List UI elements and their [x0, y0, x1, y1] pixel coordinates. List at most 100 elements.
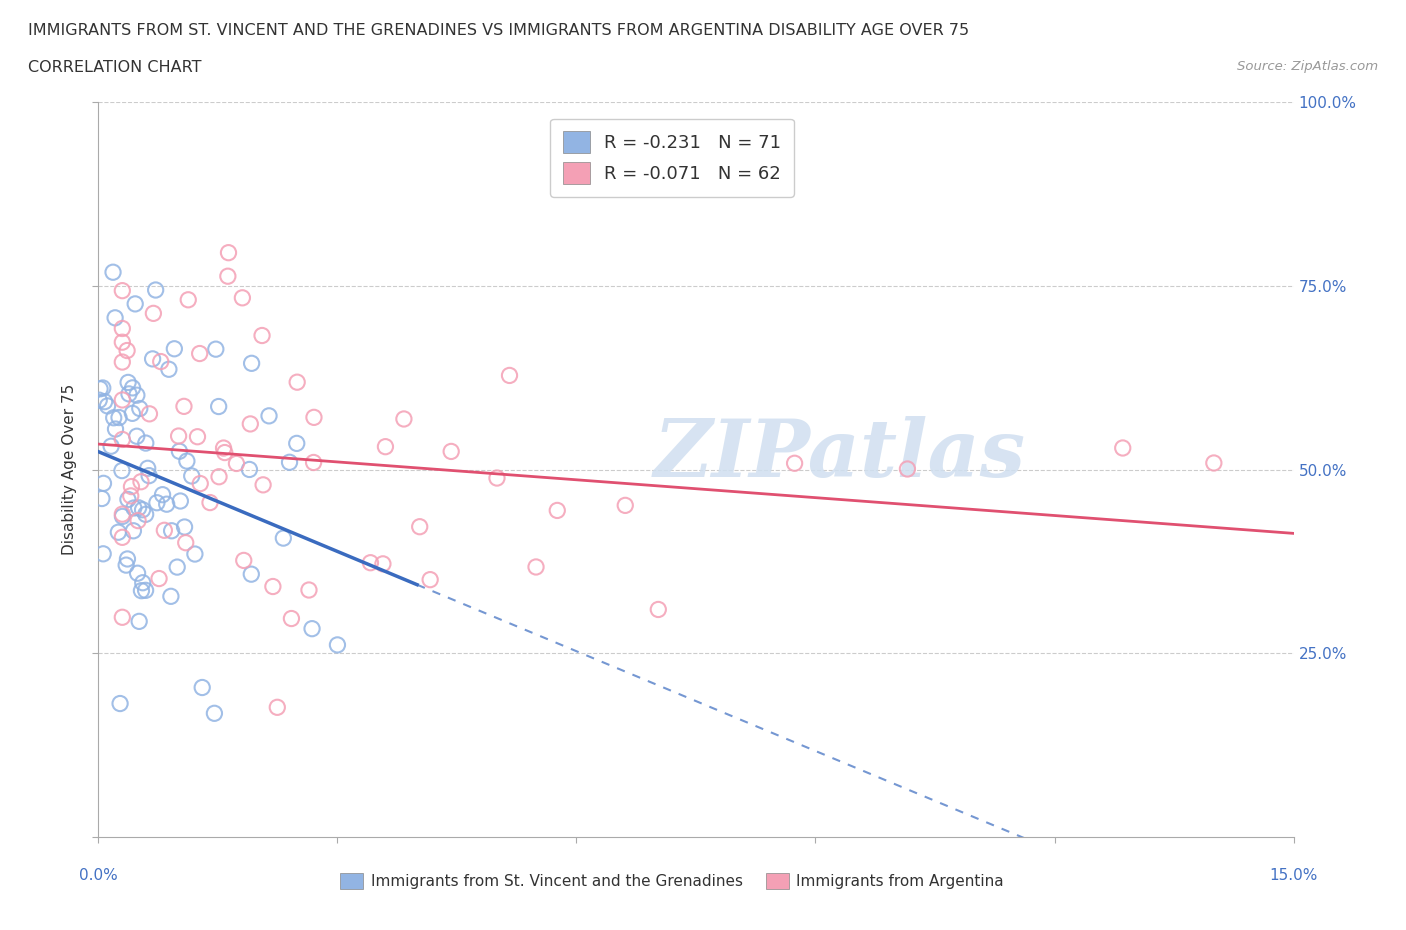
Point: [252, 477, 274, 492]
Point: [111, 321, 134, 336]
Point: [214, 445, 236, 460]
Point: [122, 524, 145, 538]
Point: [156, 497, 179, 512]
Point: [419, 572, 441, 587]
Point: [285, 436, 308, 451]
Point: [202, 706, 225, 721]
Point: [273, 531, 295, 546]
Point: [121, 380, 143, 395]
Point: [91, 546, 114, 561]
Point: [231, 290, 253, 305]
Point: [160, 524, 183, 538]
Point: [285, 375, 308, 390]
Point: [128, 500, 150, 515]
Point: [127, 513, 149, 528]
Point: [180, 469, 202, 484]
Point: [135, 583, 157, 598]
Point: [111, 507, 134, 522]
Point: [173, 520, 195, 535]
Point: [257, 408, 280, 423]
Point: [1112, 441, 1135, 456]
Point: [250, 328, 273, 343]
Point: [392, 412, 415, 427]
Point: [111, 432, 134, 447]
Point: [173, 399, 195, 414]
Point: [218, 246, 240, 260]
Point: [108, 696, 131, 711]
Text: 15.0%: 15.0%: [1270, 868, 1317, 883]
Point: [103, 410, 125, 425]
Point: [647, 602, 669, 617]
Text: ZIPatlas: ZIPatlas: [654, 417, 1025, 494]
Point: [104, 311, 127, 325]
Text: 0.0%: 0.0%: [79, 868, 118, 883]
Point: [896, 461, 918, 476]
Point: [359, 555, 381, 570]
Point: [152, 487, 174, 502]
Point: [485, 471, 508, 485]
Point: [91, 380, 114, 395]
Point: [174, 536, 197, 551]
Point: [117, 375, 139, 390]
Point: [142, 306, 165, 321]
Point: [124, 297, 146, 312]
Point: [240, 356, 263, 371]
Point: [166, 560, 188, 575]
Point: [145, 283, 167, 298]
Point: [212, 441, 235, 456]
Point: [96, 398, 118, 413]
Point: [111, 530, 134, 545]
Point: [184, 547, 207, 562]
Point: [301, 621, 323, 636]
Point: [302, 455, 325, 470]
Point: [176, 454, 198, 469]
Point: [128, 614, 150, 629]
Point: [111, 392, 134, 407]
Point: [138, 406, 160, 421]
Text: IMMIGRANTS FROM ST. VINCENT AND THE GRENADINES VS IMMIGRANTS FROM ARGENTINA DISA: IMMIGRANTS FROM ST. VINCENT AND THE GREN…: [28, 23, 969, 38]
Point: [169, 494, 191, 509]
Point: [217, 269, 239, 284]
Point: [191, 680, 214, 695]
Point: [239, 417, 262, 432]
Point: [163, 341, 186, 356]
Point: [115, 558, 138, 573]
Point: [280, 611, 302, 626]
Point: [208, 399, 231, 414]
Point: [240, 566, 263, 581]
Point: [374, 439, 396, 454]
Point: [111, 335, 134, 350]
Point: [122, 500, 145, 515]
Point: [783, 456, 806, 471]
Legend: Immigrants from St. Vincent and the Grenadines, Immigrants from Argentina: Immigrants from St. Vincent and the Gren…: [335, 868, 1010, 896]
Point: [127, 565, 149, 580]
Point: [121, 405, 143, 420]
Point: [225, 456, 247, 471]
Point: [302, 410, 325, 425]
Point: [142, 352, 165, 366]
Point: [167, 429, 190, 444]
Point: [262, 579, 284, 594]
Point: [160, 589, 183, 604]
Point: [153, 523, 176, 538]
Point: [111, 354, 134, 369]
Point: [104, 421, 127, 436]
Point: [1202, 456, 1225, 471]
Point: [131, 502, 153, 517]
Point: [117, 492, 139, 507]
Point: [169, 444, 191, 458]
Point: [409, 519, 432, 534]
Point: [146, 496, 169, 511]
Point: [111, 284, 134, 299]
Point: [177, 292, 200, 307]
Point: [198, 495, 221, 510]
Point: [157, 362, 180, 377]
Point: [93, 394, 115, 409]
Point: [89, 392, 111, 407]
Point: [278, 455, 301, 470]
Point: [118, 387, 141, 402]
Point: [188, 476, 211, 491]
Point: [107, 525, 129, 539]
Point: [93, 476, 115, 491]
Point: [101, 265, 124, 280]
